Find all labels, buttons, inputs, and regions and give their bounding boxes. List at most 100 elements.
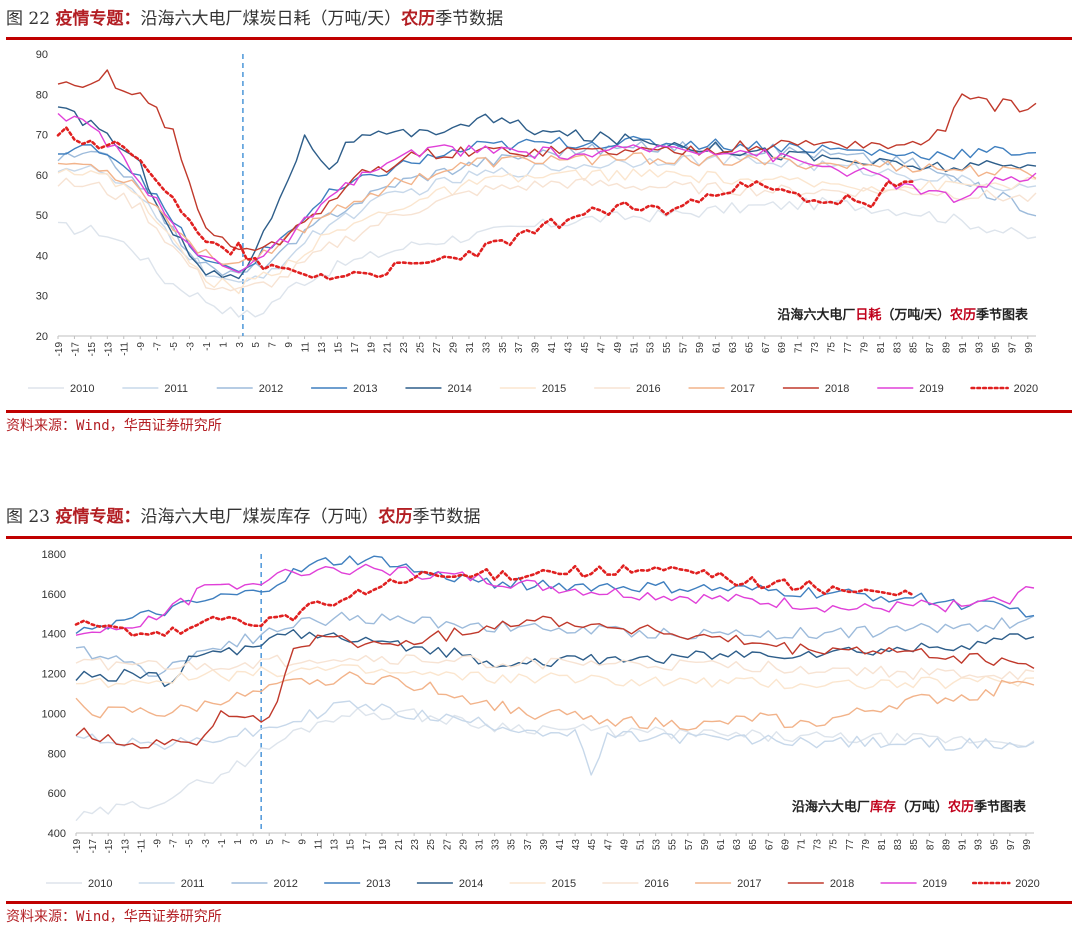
x-tick-label: 37 [514,342,525,354]
y-tick-label: 400 [48,828,66,840]
x-tick-label: 83 [893,839,904,851]
annotation-part: （万吨/天） [881,307,950,322]
source-note: 资料来源：Wind，华西证券研究所 [6,418,222,434]
x-tick-label: 29 [458,839,469,851]
x-tick-label: 95 [990,839,1001,851]
x-tick-label: 23 [410,839,421,851]
legend-label: 2020 [1015,878,1039,890]
x-tick-label: 55 [668,839,679,851]
x-tick-label: -5 [185,839,196,848]
y-tick-label: 600 [48,788,66,800]
x-tick-label: 45 [587,839,598,851]
x-tick-label: 1 [218,342,229,348]
x-tick-label: -7 [153,342,164,351]
legend-label: 2015 [542,383,566,395]
x-tick-label: -3 [185,342,196,351]
legend-label: 2014 [447,383,471,395]
x-tick-label: 13 [330,839,341,851]
legend-label: 2019 [919,383,943,395]
title-rule [6,37,1072,40]
x-tick-label: -1 [217,839,228,848]
y-tick-label: 60 [36,170,48,182]
x-tick-label: 93 [974,342,985,354]
x-tick-label: 51 [629,342,640,354]
figure-title-tail: 季节数据 [435,9,504,29]
legend-label: 2017 [731,383,755,395]
figure-title-main: 沿海六大电厂煤炭日耗（万吨/天） [140,9,402,29]
x-tick-label: 99 [1024,342,1035,354]
x-tick-label: 13 [317,342,328,354]
series-line-2013 [57,135,1037,273]
x-tick-label: 67 [764,839,775,851]
figure-topic: 疫情专题： [55,507,141,527]
x-tick-label: 89 [941,839,952,851]
x-tick-label: 49 [619,839,630,851]
x-tick-label: 9 [284,342,295,348]
x-tick-label: 97 [1006,839,1017,851]
series-line-2016 [75,654,1035,681]
legend-label: 2015 [552,878,576,890]
x-tick-label: 37 [523,839,534,851]
x-tick-label: 51 [636,839,647,851]
x-tick-label: 73 [810,342,821,354]
figure-title: 图 23 疫情专题：沿海六大电厂煤炭库存（万吨）农历季节数据 [6,502,480,527]
figure-topic: 疫情专题： [55,9,141,29]
x-tick-label: 65 [748,839,759,851]
x-tick-label: 17 [362,839,373,851]
x-tick-label: 25 [416,342,427,354]
x-tick-label: 7 [281,839,292,845]
x-tick-label: 1 [233,839,244,845]
source-note: 资料来源：Wind，华西证券研究所 [6,909,222,925]
x-tick-label: -11 [120,342,131,356]
legend-label: 2010 [70,383,94,395]
x-tick-label: 43 [564,342,575,354]
x-tick-label: 69 [777,342,788,354]
x-tick-label: 3 [235,342,246,348]
x-tick-label: -13 [120,839,131,854]
series-line-2010 [75,707,1035,822]
x-tick-label: 33 [491,839,502,851]
figure-title-main: 沿海六大电厂煤炭库存（万吨） [140,507,379,527]
x-tick-label: 47 [603,839,614,851]
x-tick-label: 81 [877,839,888,851]
x-tick-label: 9 [297,839,308,845]
series-line-2010 [57,196,1037,318]
annotation-part: 日耗 [855,307,881,322]
figure-title-red: 农历 [378,507,413,527]
x-tick-label: 19 [378,839,389,851]
source-rule [6,410,1072,413]
x-tick-label: 81 [876,342,887,354]
x-tick-label: 19 [366,342,377,354]
x-tick-label: 95 [991,342,1002,354]
x-tick-label: 77 [843,342,854,354]
x-tick-label: 73 [813,839,824,851]
legend-label: 2011 [164,383,188,395]
x-tick-label: 33 [481,342,492,354]
legend-label: 2018 [825,383,849,395]
figure-title-red: 农历 [401,9,436,29]
legend-label: 2017 [737,878,761,890]
x-tick-label: 59 [695,342,706,354]
x-tick-label: -9 [136,342,147,351]
legend-label: 2013 [353,383,377,395]
annotation-part: 季节图表 [973,799,1027,814]
x-tick-label: 39 [531,342,542,354]
title-rule [6,536,1072,539]
y-tick-label: 80 [36,89,48,101]
x-tick-label: 77 [845,839,856,851]
series-line-2017 [57,152,1037,266]
x-tick-label: -1 [202,342,213,351]
series-line-2019 [75,563,1035,636]
x-tick-label: 57 [684,839,695,851]
y-tick-label: 30 [36,291,48,303]
x-tick-label: 43 [571,839,582,851]
x-tick-label: 87 [925,839,936,851]
x-tick-label: 3 [249,839,260,845]
x-tick-label: 75 [829,839,840,851]
x-tick-label: 31 [475,839,486,851]
annotation-part: 季节图表 [975,307,1029,322]
x-tick-label: 55 [662,342,673,354]
x-tick-label: 15 [333,342,344,354]
x-tick-label: 5 [265,839,276,845]
x-tick-label: 17 [350,342,361,354]
